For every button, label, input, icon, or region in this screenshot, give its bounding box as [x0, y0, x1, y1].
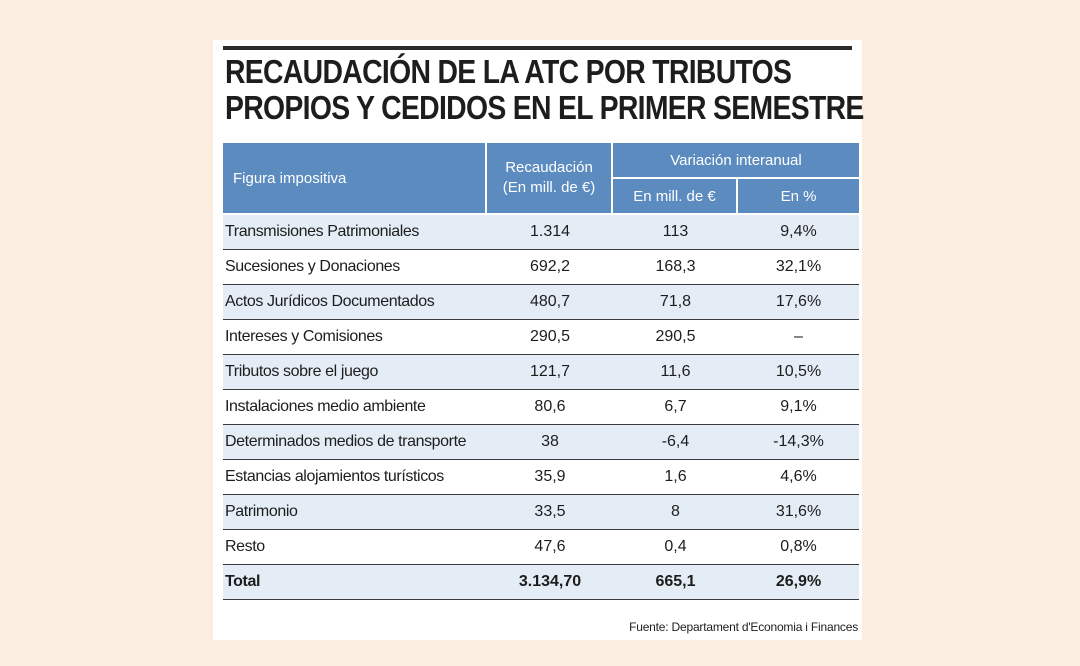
row-name: Resto — [223, 530, 487, 565]
row-name: Transmisiones Patrimoniales — [223, 215, 487, 250]
table-row: Sucesiones y Donaciones 692,2 168,3 32,1% — [223, 250, 860, 285]
cell-var-mill: 11,6 — [613, 355, 738, 390]
cell-recaudacion: 35,9 — [487, 460, 613, 495]
table-row: Actos Jurídicos Documentados 480,7 71,8 17,… — [223, 285, 860, 320]
cell-recaudacion: 38 — [487, 425, 613, 460]
cell-var-pct: 10,5% — [738, 355, 860, 390]
chart-title: RECAUDACIÓN DE LA ATC POR TRIBUTOS PROPI… — [225, 53, 864, 126]
cell-recaudacion: 692,2 — [487, 250, 613, 285]
table-row: Resto 47,6 0,4 0,8% — [223, 530, 860, 565]
header-var-pct: En % — [738, 179, 860, 215]
cell-var-pct: 32,1% — [738, 250, 860, 285]
cell-var-mill: -6,4 — [613, 425, 738, 460]
cell-var-pct: 9,1% — [738, 390, 860, 425]
cell-var-mill: 665,1 — [613, 565, 738, 600]
header-var-mill: En mill. de € — [613, 179, 738, 215]
row-name: Estancias alojamientos turísticos — [223, 460, 487, 495]
cell-var-pct: 9,4% — [738, 215, 860, 250]
cell-var-mill: 71,8 — [613, 285, 738, 320]
table-row: Determinados medios de transporte 38 -6,4-… — [223, 425, 860, 460]
table-row: Patrimonio 33,5 8 31,6% — [223, 495, 860, 530]
table-row: Estancias alojamientos turísticos 35,9 1,6… — [223, 460, 860, 495]
cell-recaudacion: 3.134,70 — [487, 565, 613, 600]
cell-recaudacion: 290,5 — [487, 320, 613, 355]
row-name: Patrimonio — [223, 495, 487, 530]
data-table: Figura impositiva Recaudación (En mill. … — [223, 143, 860, 600]
cell-var-pct: 26,9% — [738, 565, 860, 600]
table-body: Transmisiones Patrimoniales 1.314 113 9,4% S… — [223, 215, 860, 600]
top-rule — [223, 46, 852, 50]
cell-recaudacion: 47,6 — [487, 530, 613, 565]
table-row: Intereses y Comisiones 290,5 290,5– — [223, 320, 860, 355]
header-figura: Figura impositiva — [223, 143, 487, 215]
row-name: Determinados medios de transporte — [223, 425, 487, 460]
total-row: Total 3.134,70 665,1 26,9% — [223, 565, 860, 600]
cell-recaudacion: 1.314 — [487, 215, 613, 250]
cell-recaudacion: 80,6 — [487, 390, 613, 425]
header-recaudacion: Recaudación (En mill. de €) — [487, 143, 613, 215]
cell-var-pct: 0,8% — [738, 530, 860, 565]
header-recaudacion-line1: Recaudación — [505, 159, 593, 176]
cell-var-pct: 4,6% — [738, 460, 860, 495]
cell-var-mill: 113 — [613, 215, 738, 250]
cell-var-mill: 8 — [613, 495, 738, 530]
cell-recaudacion: 480,7 — [487, 285, 613, 320]
cell-var-mill: 1,6 — [613, 460, 738, 495]
cell-recaudacion: 121,7 — [487, 355, 613, 390]
header-recaudacion-line2: (En mill. de €) — [502, 179, 596, 196]
cell-var-mill: 0,4 — [613, 530, 738, 565]
title-line-2: PROPIOS Y CEDIDOS EN EL PRIMER SEMESTRE — [225, 89, 864, 126]
row-name: Intereses y Comisiones — [223, 320, 487, 355]
table-row: Transmisiones Patrimoniales 1.314 113 9,4% — [223, 215, 860, 250]
table-card: RECAUDACIÓN DE LA ATC POR TRIBUTOS PROPI… — [213, 40, 864, 640]
table-row: Instalaciones medio ambiente 80,6 6,7 9,1% — [223, 390, 860, 425]
cell-var-mill: 168,3 — [613, 250, 738, 285]
row-name: Total — [223, 565, 487, 600]
cell-var-pct: -14,3% — [738, 425, 860, 460]
title-line-1: RECAUDACIÓN DE LA ATC POR TRIBUTOS — [225, 53, 792, 90]
row-name: Instalaciones medio ambiente — [223, 390, 487, 425]
cell-var-mill: 290,5 — [613, 320, 738, 355]
cell-var-pct: – — [738, 320, 860, 355]
row-name: Tributos sobre el juego — [223, 355, 487, 390]
header-variacion: Variación interanual — [613, 143, 860, 179]
table-row: Tributos sobre el juego 121,7 11,6 10,5% — [223, 355, 860, 390]
source-note: Fuente: Departament d'Economia i Finance… — [629, 620, 858, 634]
row-name: Actos Jurídicos Documentados — [223, 285, 487, 320]
cell-var-mill: 6,7 — [613, 390, 738, 425]
cell-var-pct: 17,6% — [738, 285, 860, 320]
row-name: Sucesiones y Donaciones — [223, 250, 487, 285]
cell-var-pct: 31,6% — [738, 495, 860, 530]
cell-recaudacion: 33,5 — [487, 495, 613, 530]
